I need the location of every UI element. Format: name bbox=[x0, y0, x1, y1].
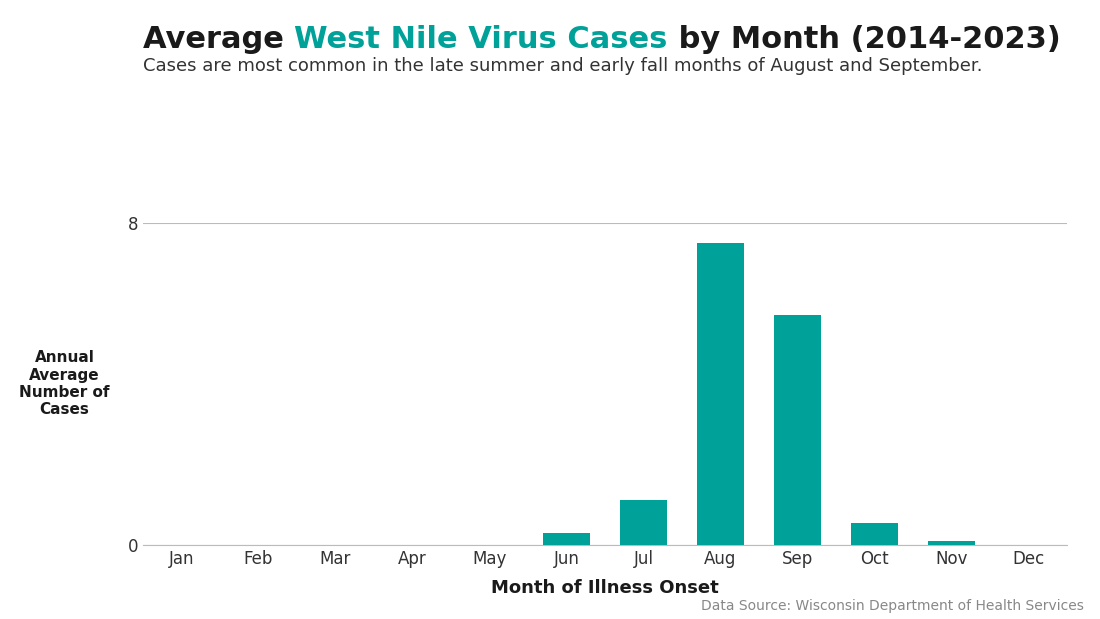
Text: Cases are most common in the late summer and early fall months of August and Sep: Cases are most common in the late summer… bbox=[143, 57, 982, 75]
Bar bbox=[543, 532, 590, 545]
Text: Data Source: Wisconsin Department of Health Services: Data Source: Wisconsin Department of Hea… bbox=[701, 599, 1084, 613]
Text: Annual
Average
Number of
Cases: Annual Average Number of Cases bbox=[19, 350, 110, 417]
Text: by Month (2014-2023): by Month (2014-2023) bbox=[668, 25, 1060, 54]
Bar bbox=[928, 541, 975, 545]
Bar bbox=[851, 522, 898, 545]
Bar bbox=[774, 315, 821, 545]
Text: West Nile Virus Cases: West Nile Virus Cases bbox=[295, 25, 668, 54]
Bar bbox=[620, 500, 667, 545]
X-axis label: Month of Illness Onset: Month of Illness Onset bbox=[491, 579, 719, 597]
Text: Average: Average bbox=[143, 25, 295, 54]
Bar bbox=[697, 243, 744, 545]
